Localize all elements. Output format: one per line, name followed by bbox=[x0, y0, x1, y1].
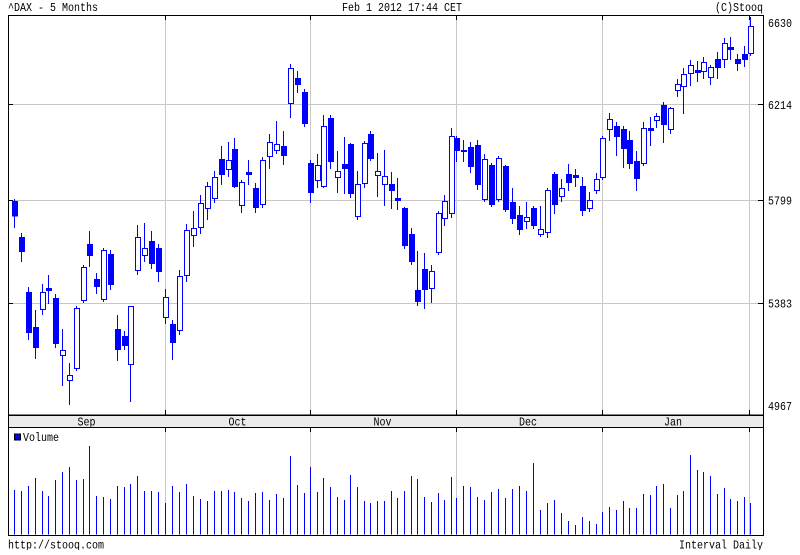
svg-text:Sep: Sep bbox=[78, 416, 96, 430]
svg-text:4967: 4967 bbox=[768, 400, 792, 414]
svg-text:Volume: Volume bbox=[23, 431, 59, 445]
svg-text:^DAX - 5 Months: ^DAX - 5 Months bbox=[8, 1, 98, 15]
svg-text:6630: 6630 bbox=[768, 17, 792, 31]
svg-text:(C)Stooq: (C)Stooq bbox=[715, 1, 763, 15]
svg-text:Nov: Nov bbox=[374, 416, 392, 430]
svg-text:Oct: Oct bbox=[229, 416, 247, 430]
svg-text:Jan: Jan bbox=[664, 416, 682, 430]
svg-text:http://stooq.com: http://stooq.com bbox=[8, 539, 104, 551]
svg-text:5799: 5799 bbox=[768, 195, 792, 209]
svg-text:6214: 6214 bbox=[768, 99, 792, 113]
svg-text:Interval Daily: Interval Daily bbox=[679, 539, 763, 551]
svg-text:Feb 1 2012 17:44 CET: Feb 1 2012 17:44 CET bbox=[342, 1, 462, 15]
svg-text:5383: 5383 bbox=[768, 298, 792, 312]
svg-text:Dec: Dec bbox=[519, 416, 537, 430]
